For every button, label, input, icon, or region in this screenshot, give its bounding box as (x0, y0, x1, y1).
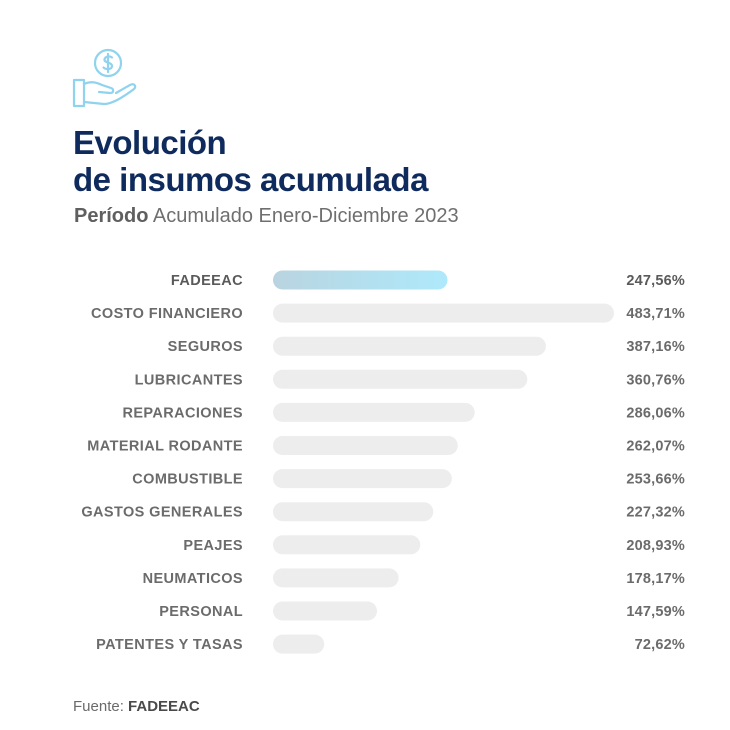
category-label: PERSONAL (159, 604, 243, 620)
bar (273, 436, 458, 455)
source-name: FADEEAC (128, 698, 200, 715)
value-label: 147,59% (626, 604, 685, 620)
bar (273, 502, 434, 522)
subtitle-bold: Período (74, 205, 149, 227)
source-note: Fuente: FADEEAC (73, 698, 200, 715)
value-label: 247,56% (626, 273, 685, 289)
category-label: SEGUROS (168, 339, 243, 355)
category-label: PATENTES Y TASAS (96, 637, 243, 653)
value-label: 227,32% (626, 505, 685, 521)
value-label: 387,16% (626, 339, 685, 355)
category-label: GASTOS GENERALES (81, 505, 243, 521)
bar (273, 601, 377, 621)
category-label: MATERIAL RODANTE (87, 439, 243, 455)
category-label: NEUMATICOS (143, 571, 243, 587)
title-line-1: Evolución (73, 124, 227, 161)
category-label: LUBRICANTES (135, 372, 243, 388)
category-label: REPARACIONES (122, 405, 243, 421)
bar (273, 634, 325, 654)
value-label: 178,17% (626, 571, 685, 587)
value-label: 72,62% (635, 637, 685, 653)
value-label: 483,71% (626, 306, 685, 322)
bar (273, 303, 614, 323)
category-label: FADEEAC (171, 273, 243, 289)
chart-subtitle: Período Acumulado Enero-Diciembre 2023 (74, 205, 459, 228)
bar (273, 336, 546, 356)
value-label: 360,76% (626, 372, 685, 388)
hand-dollar-icon (72, 48, 138, 110)
bar (273, 535, 421, 555)
value-label: 208,93% (626, 538, 685, 554)
bar (273, 469, 452, 489)
category-label: COMBUSTIBLE (132, 472, 243, 488)
chart-title: Evolución de insumos acumulada (73, 124, 428, 198)
subtitle-period: Acumulado Enero-Diciembre 2023 (152, 205, 459, 227)
highlight-bar (273, 270, 448, 290)
source-label: Fuente: (73, 698, 124, 715)
value-label: 286,06% (626, 405, 685, 421)
bar (273, 568, 399, 588)
category-label: COSTO FINANCIERO (91, 306, 243, 322)
category-label: PEAJES (183, 538, 243, 554)
value-label: 262,07% (626, 439, 685, 455)
bar (273, 402, 475, 422)
bar (273, 369, 528, 389)
value-label: 253,66% (626, 472, 685, 488)
title-line-2: de insumos acumulada (73, 161, 428, 198)
